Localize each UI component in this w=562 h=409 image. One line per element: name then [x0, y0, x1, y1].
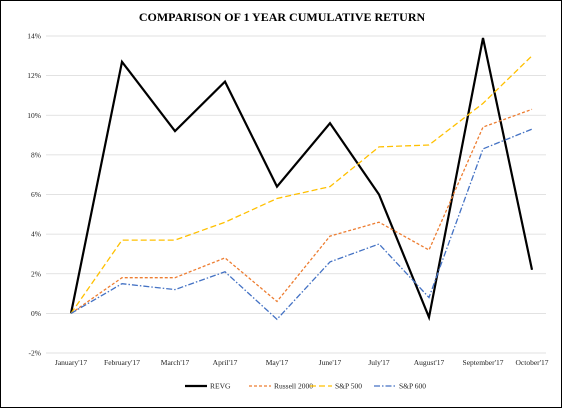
y-tick-label: 10%: [27, 111, 41, 120]
series-line: [69, 37, 534, 322]
y-tick-label: 2%: [31, 269, 41, 278]
y-tick-label: 12%: [27, 71, 41, 80]
y-tick-label: 6%: [31, 190, 41, 199]
y-tick-label: 8%: [31, 150, 41, 159]
x-tick-label: February'17: [104, 358, 140, 367]
x-tick-label: March'17: [161, 358, 190, 367]
x-tick-label: October'17: [515, 358, 548, 367]
series-line: [70, 55, 533, 314]
series-lines: [69, 37, 534, 322]
y-tick-label: -2%: [29, 349, 42, 358]
y-tick-label: 4%: [31, 230, 41, 239]
x-axis-ticks: January'17 February'17 March'17 April'17 May…: [55, 358, 549, 367]
y-axis-ticks: -2% 0% 2% 4% 6% 8% 10% 12% 14%: [27, 32, 41, 358]
x-tick-label: April'17: [213, 358, 238, 367]
x-tick-label: January'17: [55, 358, 87, 367]
legend: REVG Russell 2000 S&P 500 S&P 600: [185, 382, 426, 391]
x-tick-label: June'17: [319, 358, 342, 367]
x-tick-label: May'17: [266, 358, 289, 367]
series-line: [70, 128, 533, 321]
legend-label: Russell 2000: [274, 382, 313, 391]
y-tick-label: 0%: [31, 309, 41, 318]
chart-title: COMPARISON OF 1 YEAR CUMULATIVE RETURN: [139, 10, 426, 24]
x-tick-label: July'17: [368, 358, 390, 367]
x-tick-label: August'17: [414, 358, 445, 367]
x-tick-label: September'17: [463, 358, 504, 367]
legend-label: REVG: [210, 382, 231, 391]
y-tick-label: 14%: [27, 32, 41, 41]
legend-label: S&P 600: [399, 382, 426, 391]
series-line: [70, 108, 533, 314]
legend-label: S&P 500: [335, 382, 362, 391]
